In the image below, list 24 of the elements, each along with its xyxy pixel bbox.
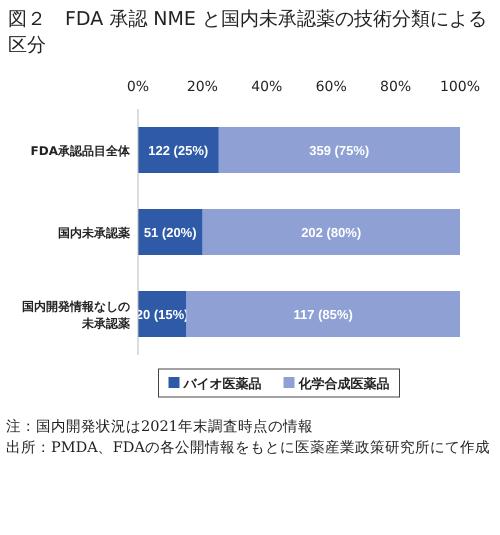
chart-title: 図２ FDA 承認 NME と国内未承認薬の技術分類による区分 bbox=[7, 7, 488, 58]
text: 出所：PMDA、FDAの各公開情報をもとに医薬産業政策研究所にて作成 bbox=[6, 438, 491, 458]
x-tick-label: 40% bbox=[251, 79, 282, 95]
text: 注：国内開発状況は2021年末調査時点の情報 bbox=[6, 418, 314, 437]
bar bbox=[202, 209, 460, 255]
data-label: 51 (20%) bbox=[144, 225, 197, 240]
x-tick-label: 20% bbox=[186, 79, 218, 95]
x-tick-label: 100% bbox=[440, 79, 480, 95]
x-tick-label: 60% bbox=[316, 79, 347, 95]
y-tick-label: 国内開発情報なしの未承認薬 bbox=[22, 300, 130, 330]
data-label: 359 (75%) bbox=[309, 143, 370, 158]
bar bbox=[138, 209, 202, 255]
data-label: 202 (80%) bbox=[301, 225, 362, 240]
legend-label: バイオ医薬品 bbox=[182, 376, 262, 392]
legend-label: 化学合成医薬品 bbox=[298, 376, 390, 392]
x-tick-label: 80% bbox=[380, 79, 412, 95]
y-tick-label: 国内未承認薬 bbox=[58, 226, 130, 240]
bar bbox=[218, 127, 460, 173]
data-label: 122 (25%) bbox=[148, 143, 208, 158]
x-tick-label: 0% bbox=[126, 79, 150, 95]
data-label: 117 (85%) bbox=[294, 307, 353, 322]
bar bbox=[138, 127, 218, 173]
y-tick-label: FDA承認品目全体 bbox=[30, 144, 131, 158]
bar bbox=[186, 291, 460, 337]
